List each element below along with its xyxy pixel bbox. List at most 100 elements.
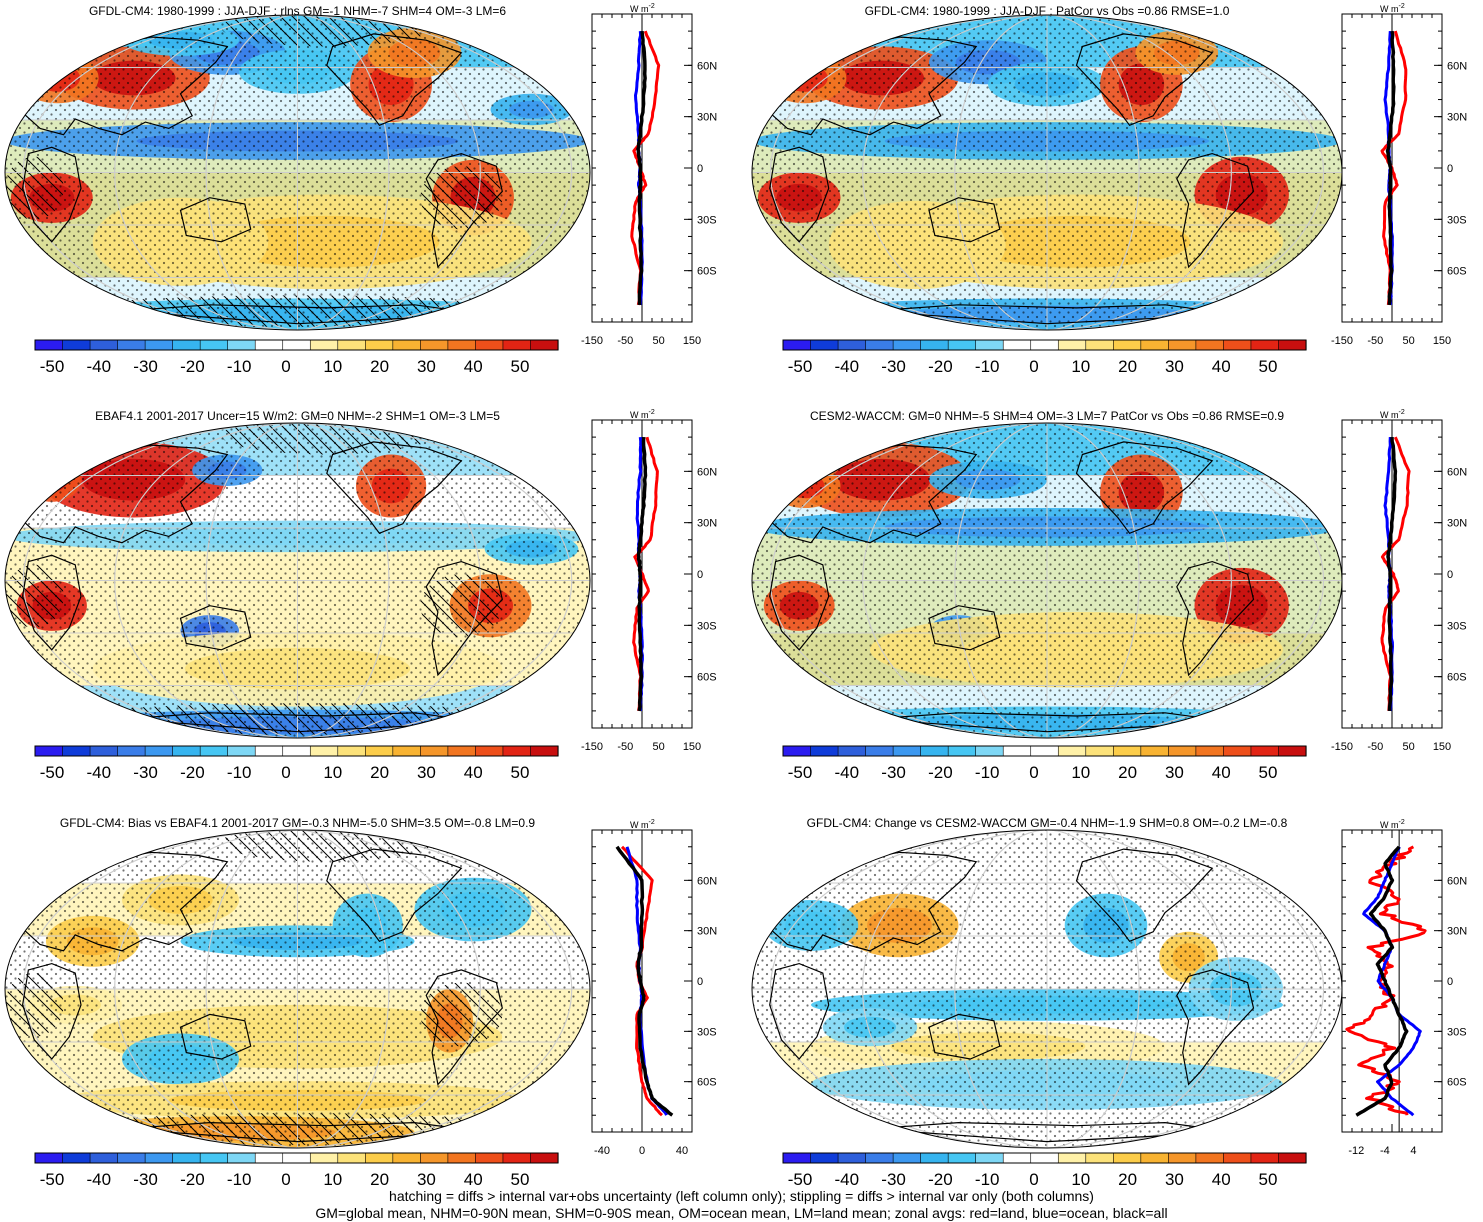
colorbar-label: 0 [1029, 357, 1038, 376]
colorbar-swatch [1250, 339, 1280, 351]
coastline [121, 1121, 485, 1143]
colorbar-label: -40 [835, 1170, 860, 1189]
colorbar-label: 20 [370, 763, 389, 782]
colorbar-label: -40 [87, 763, 112, 782]
coastline [425, 152, 503, 269]
colorbar-label: 10 [1071, 1170, 1090, 1189]
colorbar-swatch [337, 745, 366, 757]
colorbar-swatch [920, 339, 949, 351]
colorbar: -50 -40 -30 -20 -10 0 10 20 30 40 50 [34, 745, 559, 782]
colorbar-swatch [975, 339, 1004, 351]
colorbar-label: 50 [1259, 357, 1278, 376]
hatching [420, 166, 503, 230]
colorbar-frame [34, 1152, 559, 1164]
hatching [420, 574, 503, 638]
zonal-line-all [1355, 845, 1409, 1117]
colorbar-label: -20 [180, 1170, 205, 1189]
zonal-x-tick-label: -40 [594, 1145, 610, 1157]
lat-tick-label: 30N [1447, 926, 1467, 938]
colorbar-swatch [1195, 339, 1225, 351]
zonal-line-all [636, 30, 647, 305]
colorbar-label: -50 [788, 763, 813, 782]
lat-tick-label: 0 [697, 976, 703, 988]
map-field [752, 423, 1342, 738]
colorbar-swatch [475, 745, 504, 757]
zonal-x-tick-label: -50 [617, 741, 633, 753]
colorbar-swatch [837, 339, 867, 351]
lat-tick-label: 60N [1447, 875, 1467, 887]
lat-tick-label: 30N [1447, 518, 1467, 530]
colorbar-swatch [475, 1152, 504, 1164]
panel-title: CESM2-WACCM: GM=0 NHM=-5 SHM=4 OM=-3 LM=… [810, 409, 1284, 423]
lat-tick-label: 60S [697, 266, 717, 278]
lat-tick-label: 30N [697, 112, 717, 124]
colorbar-label: -30 [881, 357, 906, 376]
coastline [1205, 20, 1261, 44]
coastline [21, 962, 82, 1060]
map-meridian [954, 423, 1140, 738]
zonal-x-tick-label: -150 [581, 335, 603, 347]
coastline [1075, 441, 1214, 535]
lat-tick-label: 30S [697, 214, 717, 226]
panel-title: GFDL-CM4: Change vs CESM2-WACCM GM=-0.4 … [807, 816, 1288, 830]
colorbar-swatch [782, 339, 812, 351]
coastline [454, 428, 510, 453]
colorbar-label: -30 [133, 763, 158, 782]
colorbar-label: 0 [281, 357, 290, 376]
colorbar-swatch [254, 745, 284, 757]
map-border [4, 829, 591, 1149]
lat-tick-label: 30S [1447, 214, 1467, 226]
colorbar-swatch [89, 339, 119, 351]
colorbar-swatch [530, 1152, 559, 1164]
zonal-x-tick-label: -150 [1331, 741, 1353, 753]
coastline [21, 146, 82, 243]
zonal-x-tick-label: 150 [683, 335, 701, 347]
zonal-x-tick-label: -50 [1367, 741, 1383, 753]
colorbar-swatch [502, 1152, 532, 1164]
colorbar-swatch [1168, 339, 1197, 351]
zonal-x-tick-label: 50 [653, 335, 665, 347]
colorbar-label: -50 [40, 1170, 65, 1189]
colorbar-frame [34, 745, 559, 757]
colorbar-label: 40 [464, 1170, 483, 1189]
zonal-x-tick-label: 4 [1410, 1145, 1416, 1157]
zonal-x-tick-label: -50 [617, 335, 633, 347]
colorbar-swatch [810, 745, 839, 757]
lat-tick-label: 0 [697, 163, 703, 175]
unit-label: W m-2 [1380, 3, 1405, 14]
map-meridian [114, 423, 481, 738]
colorbar-swatch [1250, 745, 1280, 757]
lat-tick-label: 60N [1447, 60, 1467, 72]
lat-tick-label: 30N [697, 926, 717, 938]
colorbar-label: 40 [464, 763, 483, 782]
coastline [769, 146, 830, 243]
colorbar-label: -30 [881, 1170, 906, 1189]
colorbar-swatch [199, 745, 229, 757]
colorbar-swatch [947, 745, 977, 757]
colorbar-label: 50 [511, 357, 530, 376]
colorbar-label: 10 [323, 1170, 342, 1189]
colorbar-swatch [1250, 1152, 1280, 1164]
colorbar-swatch [865, 1152, 894, 1164]
colorbar-label: 40 [1212, 357, 1231, 376]
colorbar-label: 10 [1071, 763, 1090, 782]
coastline [1075, 33, 1214, 127]
colorbar-label: -50 [40, 763, 65, 782]
colorbar-swatch [62, 1152, 91, 1164]
colorbar-swatch [1002, 339, 1032, 351]
coastline [1205, 428, 1261, 453]
colorbar-label: -30 [133, 357, 158, 376]
colorbar-swatch [865, 745, 894, 757]
colorbar-swatch [810, 339, 839, 351]
colorbar-label: 10 [323, 763, 342, 782]
coastline [1176, 152, 1255, 269]
colorbar-label: -20 [180, 763, 205, 782]
colorbar-label: 50 [1259, 763, 1278, 782]
unit-exponent: -2 [649, 819, 655, 826]
colorbar-swatch [1195, 1152, 1225, 1164]
colorbar-swatch [337, 339, 366, 351]
unit-label: W m-2 [630, 819, 655, 830]
colorbar-swatch [365, 745, 394, 757]
colorbar-swatch [892, 339, 922, 351]
lat-tick-label: 60N [697, 60, 717, 72]
